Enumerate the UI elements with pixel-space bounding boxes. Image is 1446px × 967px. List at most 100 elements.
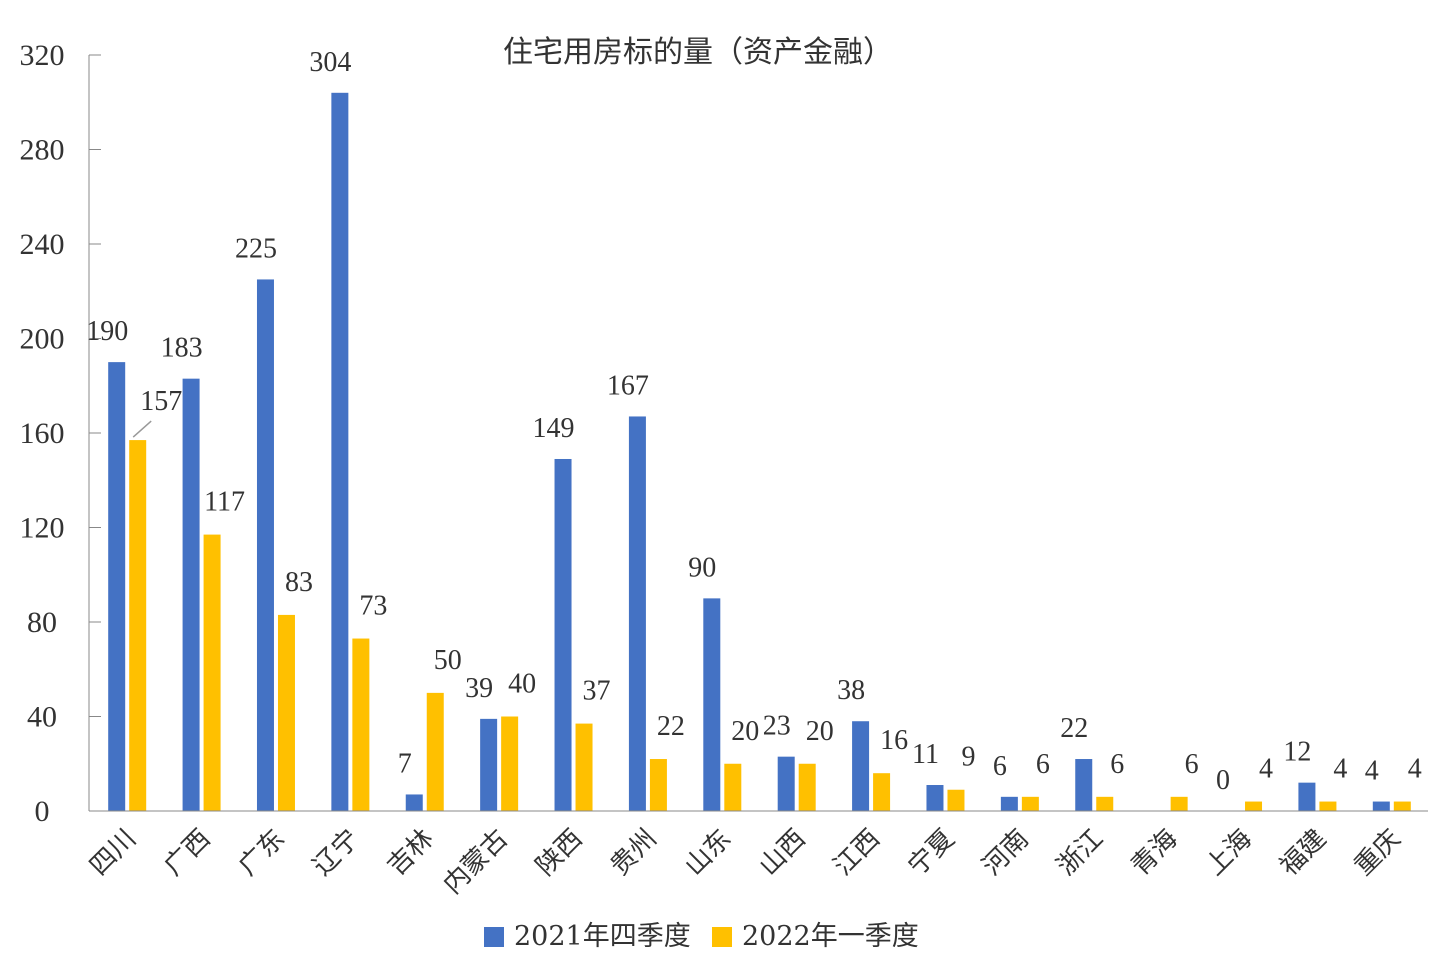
bar-2022q1 xyxy=(1021,796,1039,811)
y-tick-label: 0 xyxy=(35,795,50,828)
bar-2021q4 xyxy=(1000,796,1018,811)
bar-2022q1 xyxy=(947,789,965,811)
data-label: 225 xyxy=(235,233,277,264)
data-label: 50 xyxy=(434,645,462,676)
bar-2022q1 xyxy=(203,534,221,811)
bar-2021q4 xyxy=(1372,801,1390,811)
data-label: 7 xyxy=(398,748,412,779)
legend: 2021年四季度 2022年一季度 xyxy=(484,921,919,952)
bar-2022q1 xyxy=(798,763,816,811)
data-label: 183 xyxy=(161,333,203,364)
x-tick-label: 宁夏 xyxy=(902,824,960,882)
y-tick-label: 120 xyxy=(20,512,65,545)
bar-2022q1 xyxy=(352,638,370,811)
chart-title: 住宅用房标的量（资产金融） xyxy=(503,35,893,70)
data-label: 39 xyxy=(465,673,493,704)
bar-2022q1 xyxy=(724,763,742,811)
data-label: 117 xyxy=(204,487,245,518)
bar-2021q4 xyxy=(1075,759,1093,811)
data-label: 149 xyxy=(533,413,575,444)
data-label: 190 xyxy=(86,316,128,347)
bar-2021q4 xyxy=(108,362,126,811)
y-tick-label: 160 xyxy=(20,417,65,450)
x-tick-label: 四川 xyxy=(84,824,142,882)
legend-swatch xyxy=(712,927,732,947)
bar-2022q1 xyxy=(1170,796,1188,811)
x-tick-label: 江西 xyxy=(828,824,886,882)
leader-line xyxy=(132,420,152,438)
bars xyxy=(108,92,1411,812)
x-tick-label: 辽宁 xyxy=(307,824,365,882)
bar-2021q4 xyxy=(182,378,200,811)
legend-label: 2022年一季度 xyxy=(742,921,919,952)
bar-2022q1 xyxy=(426,692,444,811)
x-tick-label: 广东 xyxy=(233,824,291,882)
bar-2022q1 xyxy=(873,773,891,811)
legend-label: 2021年四季度 xyxy=(514,921,691,952)
data-label: 73 xyxy=(359,591,387,622)
data-label: 11 xyxy=(912,739,939,770)
x-tick-label: 福建 xyxy=(1274,824,1332,882)
y-tick-label: 280 xyxy=(20,134,65,167)
data-label: 38 xyxy=(837,675,865,706)
data-label: 12 xyxy=(1283,737,1311,768)
x-tick-label: 河南 xyxy=(977,824,1035,882)
x-tick-label: 吉林 xyxy=(382,824,440,882)
bar-2021q4 xyxy=(852,721,870,811)
bar-2022q1 xyxy=(1096,796,1114,811)
data-label: 6 xyxy=(993,751,1007,782)
bar-2022q1 xyxy=(1319,801,1337,811)
bar-2022q1 xyxy=(129,440,147,811)
x-tick-label: 山东 xyxy=(679,824,737,882)
bar-2021q4 xyxy=(703,598,721,811)
data-label: 9 xyxy=(961,742,975,773)
bar-2022q1 xyxy=(575,723,593,811)
data-label: 90 xyxy=(688,552,716,583)
data-label: 6 xyxy=(1110,749,1124,780)
data-label: 6 xyxy=(1185,749,1199,780)
y-axis: 0 40 80 120 160 200 240 280 320 xyxy=(20,39,101,828)
data-label: 4 xyxy=(1333,754,1347,785)
x-tick-label: 内蒙古 xyxy=(438,824,514,900)
data-label: 37 xyxy=(583,676,611,707)
data-label: 157 xyxy=(140,386,182,417)
bar-2021q4 xyxy=(1298,782,1316,811)
data-label: 16 xyxy=(880,725,908,756)
x-tick-label: 青海 xyxy=(1126,824,1184,882)
data-label: 0 xyxy=(1216,765,1230,796)
bar-2021q4 xyxy=(480,718,498,811)
data-label: 22 xyxy=(657,711,685,742)
data-label: 167 xyxy=(607,370,649,401)
data-label: 6 xyxy=(1036,749,1050,780)
bar-2021q4 xyxy=(777,756,795,811)
bar-2021q4 xyxy=(554,458,572,811)
x-tick-label: 广西 xyxy=(159,824,217,882)
bar-2022q1 xyxy=(1245,801,1263,811)
data-label: 23 xyxy=(763,711,791,742)
bar-2022q1 xyxy=(649,759,667,811)
x-tick-label: 上海 xyxy=(1200,824,1258,882)
bar-2021q4 xyxy=(926,785,944,811)
y-tick-label: 320 xyxy=(20,39,65,72)
data-label: 22 xyxy=(1060,713,1088,744)
data-label: 20 xyxy=(731,716,759,747)
data-label: 40 xyxy=(508,669,536,700)
data-label: 304 xyxy=(309,47,351,78)
bar-2021q4 xyxy=(628,416,646,811)
bar-2021q4 xyxy=(256,279,274,811)
x-tick-label: 山西 xyxy=(754,824,812,882)
y-tick-label: 40 xyxy=(27,701,57,734)
x-tick-label: 重庆 xyxy=(1349,824,1407,882)
bar-2022q1 xyxy=(1393,801,1411,811)
data-label: 4 xyxy=(1408,754,1422,785)
x-tick-label: 陕西 xyxy=(530,824,588,882)
data-label: 4 xyxy=(1365,756,1379,787)
legend-swatch xyxy=(484,927,504,947)
x-tick-label: 浙江 xyxy=(1051,824,1109,882)
y-tick-label: 200 xyxy=(20,323,65,356)
bar-2021q4 xyxy=(405,794,423,811)
data-label: 4 xyxy=(1259,754,1273,785)
y-tick-label: 80 xyxy=(27,606,57,639)
